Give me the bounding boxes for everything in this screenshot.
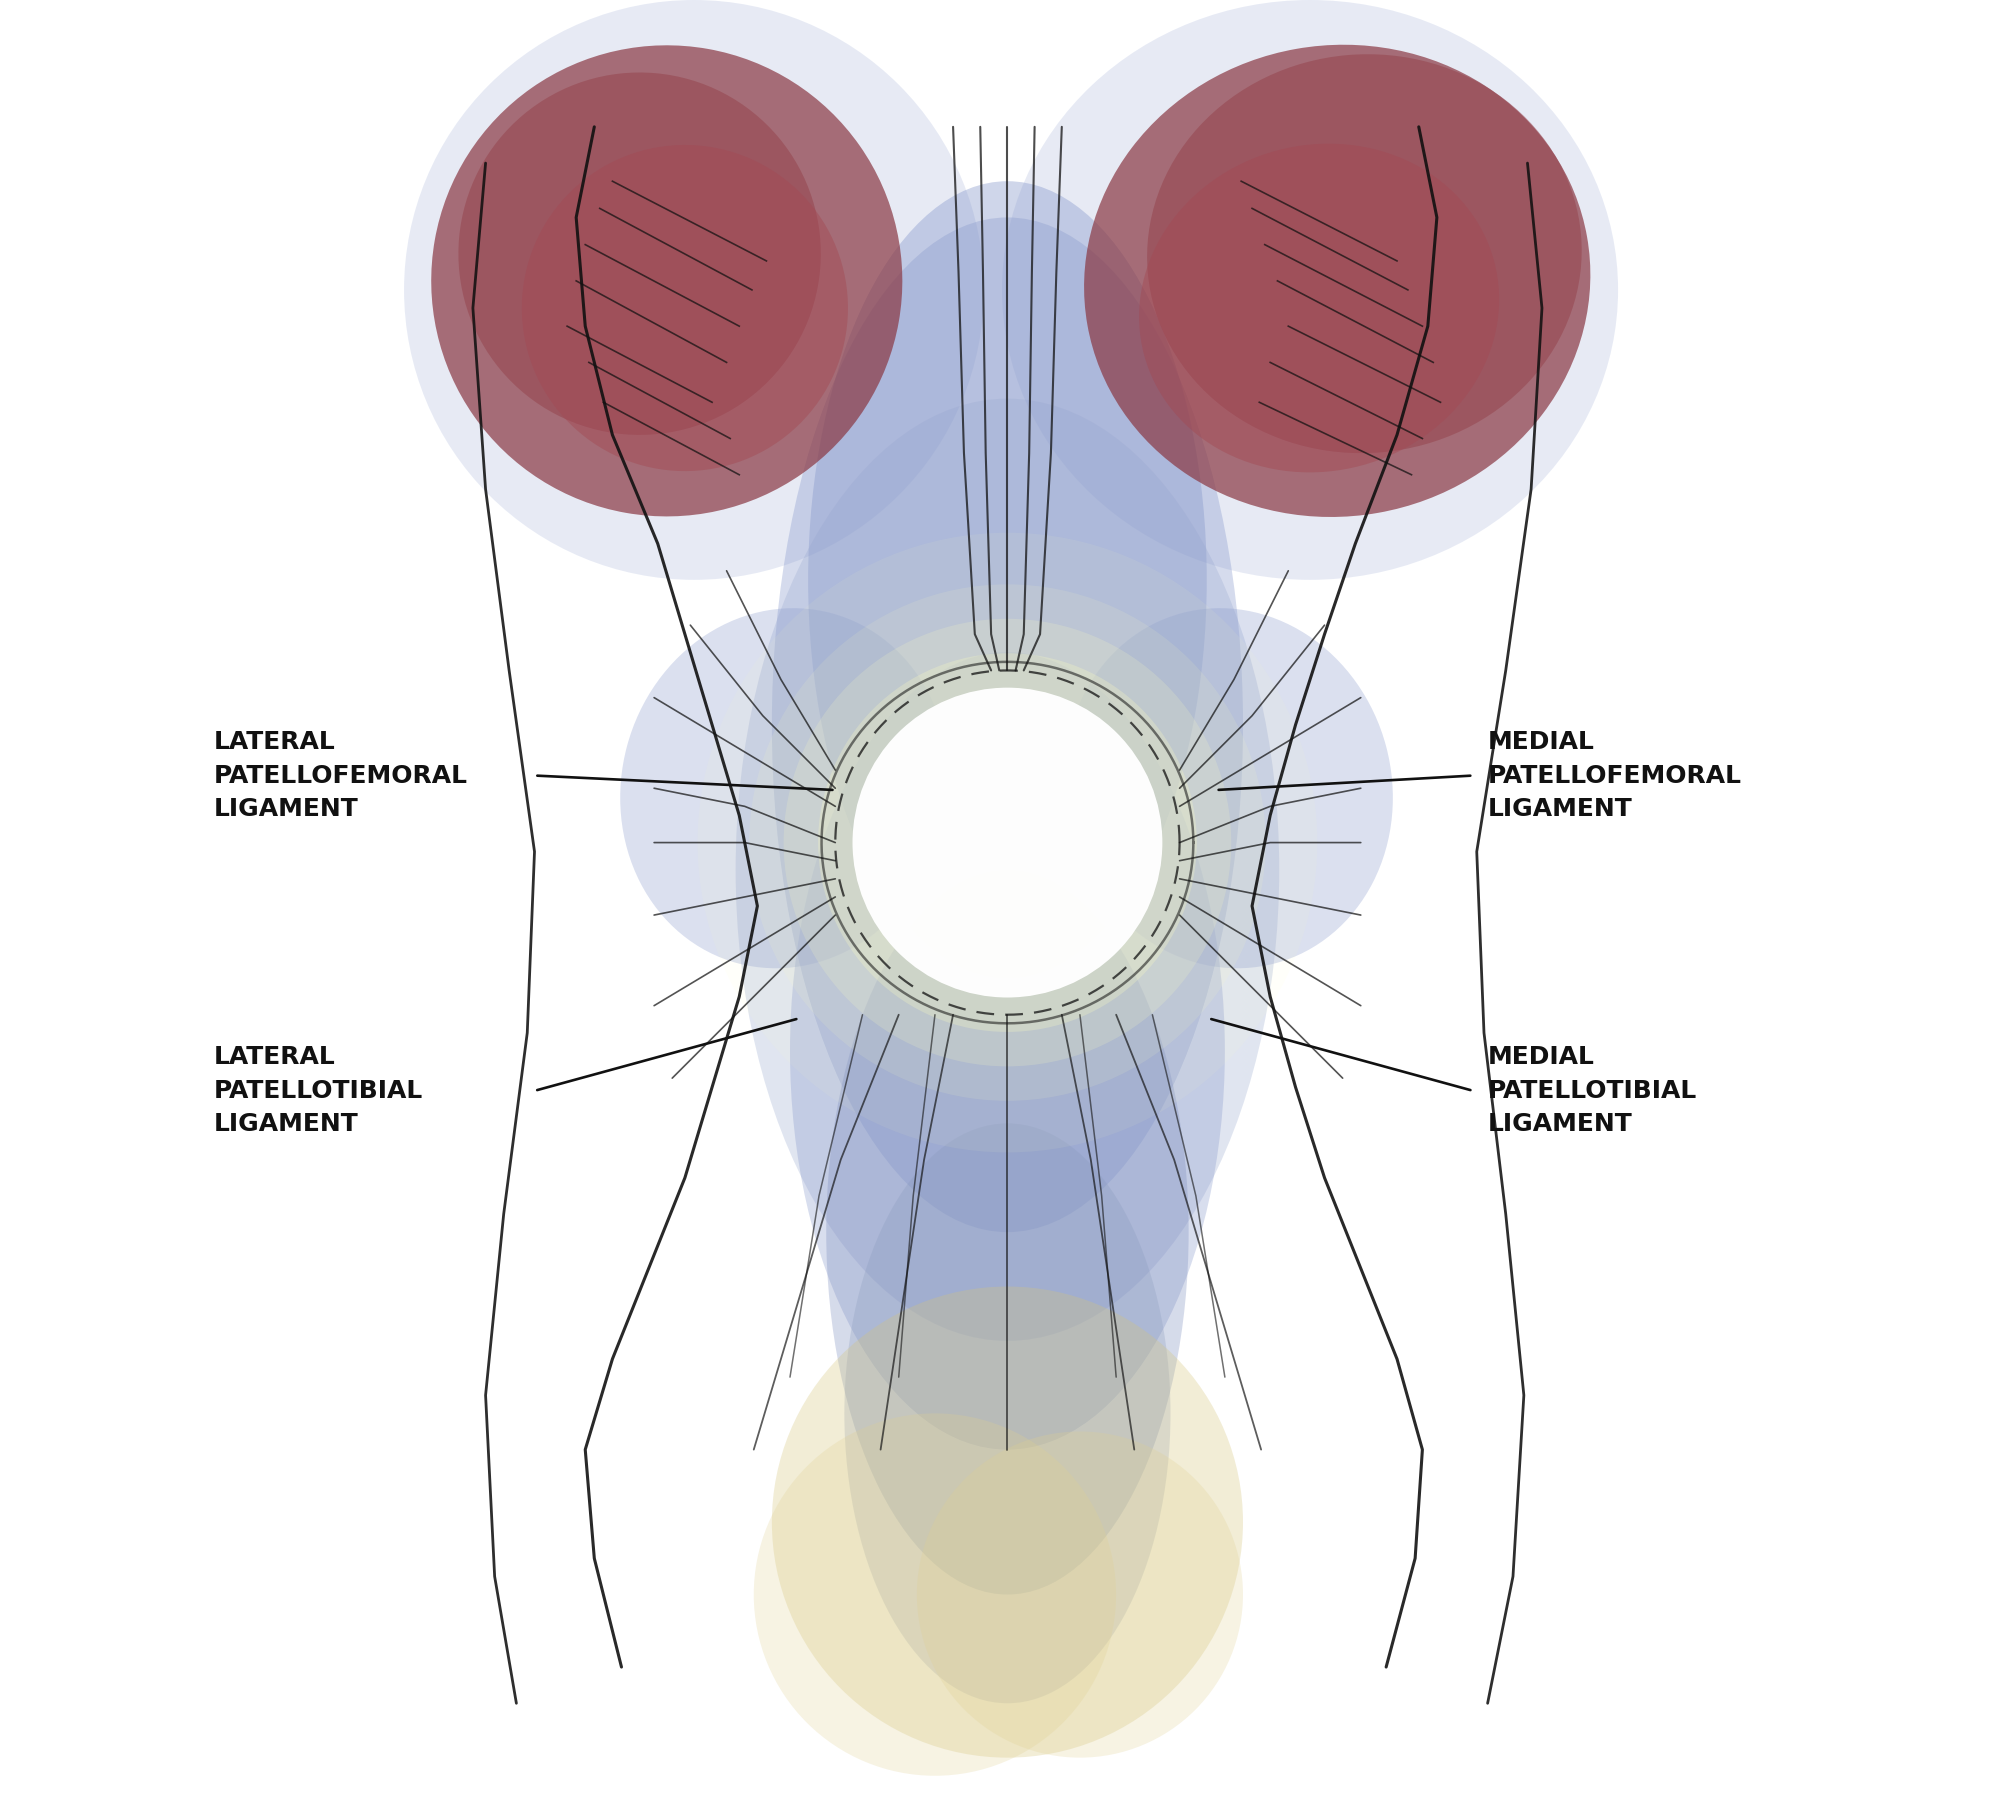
Ellipse shape <box>1064 609 1393 968</box>
Ellipse shape <box>459 72 822 435</box>
Text: MEDIAL
PATELLOTIBIAL
LIGAMENT: MEDIAL PATELLOTIBIAL LIGAMENT <box>1487 1046 1697 1136</box>
Ellipse shape <box>818 652 1196 1033</box>
Ellipse shape <box>844 1123 1170 1703</box>
Ellipse shape <box>1002 0 1617 580</box>
Ellipse shape <box>784 618 1230 1065</box>
Ellipse shape <box>431 45 902 516</box>
Ellipse shape <box>772 1287 1242 1758</box>
Ellipse shape <box>790 652 1224 1450</box>
Ellipse shape <box>697 533 1317 1152</box>
Ellipse shape <box>749 583 1267 1100</box>
Ellipse shape <box>619 609 950 968</box>
Ellipse shape <box>735 399 1279 1341</box>
Ellipse shape <box>1138 143 1499 473</box>
Ellipse shape <box>826 870 1188 1595</box>
Text: LATERAL
PATELLOTIBIAL
LIGAMENT: LATERAL PATELLOTIBIAL LIGAMENT <box>214 1046 423 1136</box>
Ellipse shape <box>521 145 848 471</box>
Text: MEDIAL
PATELLOFEMORAL
LIGAMENT: MEDIAL PATELLOFEMORAL LIGAMENT <box>1487 730 1741 821</box>
Ellipse shape <box>754 1413 1116 1776</box>
Text: LATERAL
PATELLOFEMORAL
LIGAMENT: LATERAL PATELLOFEMORAL LIGAMENT <box>214 730 467 821</box>
Ellipse shape <box>808 181 1206 978</box>
Ellipse shape <box>772 217 1242 1232</box>
Ellipse shape <box>852 687 1162 997</box>
Ellipse shape <box>1084 45 1591 516</box>
Ellipse shape <box>405 0 984 580</box>
Ellipse shape <box>918 1431 1242 1758</box>
Ellipse shape <box>1146 54 1581 453</box>
